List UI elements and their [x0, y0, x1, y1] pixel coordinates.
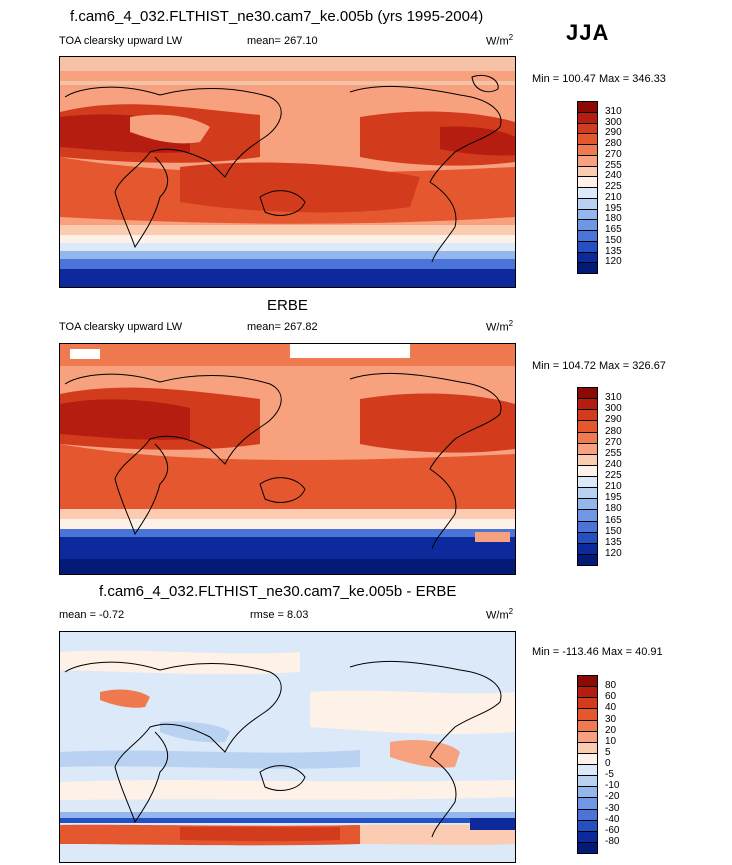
figure-title: f.cam6_4_032.FLTHIST_ne30.cam7_ke.005b (…	[70, 8, 484, 25]
colorbar-tick-label: 180	[605, 213, 622, 225]
colorbar-tick-label: -40	[605, 813, 620, 825]
colorbar-swatch	[577, 262, 598, 274]
colorbar-swatch	[577, 553, 598, 566]
colorbar-tick-label: 40	[605, 702, 617, 714]
colorbar-tick-label: 255	[605, 159, 622, 171]
panel2-mean: mean= 267.82	[247, 321, 318, 333]
panel3-colorbar: 80 60 40 30 20 10 5 0 -5 -10 -20 -30 -40 -60 -80	[577, 675, 619, 854]
colorbar-tick-label: 10	[605, 735, 617, 747]
colorbar-swatch	[577, 841, 598, 854]
colorbar-tick-label: 195	[605, 492, 622, 504]
panel3-mean: mean = -0.72	[59, 609, 125, 621]
colorbar-tick-label: 165	[605, 224, 622, 235]
colorbar-tick-label: 300	[605, 116, 622, 128]
colorbar-tick-label: 165	[605, 514, 622, 526]
colorbar-tick-label: 290	[605, 127, 622, 139]
colorbar-tick-label: 210	[605, 191, 622, 203]
colorbar-tick-label: -10	[605, 780, 620, 792]
panel3-map	[59, 631, 516, 863]
colorbar-tick-label: 280	[605, 138, 622, 149]
panel1-variable: TOA clearsky upward LW	[59, 35, 183, 47]
panel2-colorbar: 310 300 290 280 270 255 240 225 210 195 180 165 150 1…	[577, 387, 622, 566]
colorbar-tick-label: 225	[605, 181, 622, 192]
colorbar-tick-label: 120	[605, 547, 622, 559]
panel1-mean: mean= 267.10	[247, 35, 318, 47]
colorbar-tick-label: -80	[605, 835, 620, 847]
panel2-field	[60, 344, 515, 574]
colorbar-tick-label: 280	[605, 425, 622, 437]
colorbar-tick-label: 270	[605, 436, 622, 448]
colorbar-tick-label: -20	[605, 791, 620, 803]
colorbar-tick-label: 60	[605, 691, 617, 703]
colorbar-tick-label: 210	[605, 481, 622, 493]
colorbar-tick-label: 5	[605, 746, 611, 758]
panel1-units: W/m2	[486, 33, 514, 48]
panel2-units: W/m2	[486, 319, 514, 334]
colorbar-tick-label: 135	[605, 536, 622, 548]
panel2-minmax: Min = 104.72 Max = 326.67	[532, 360, 666, 372]
colorbar-tick-label: -5	[605, 769, 614, 781]
panel2-title: ERBE	[267, 297, 308, 314]
colorbar-tick-label: 270	[605, 148, 622, 160]
panel2-map	[59, 343, 516, 575]
panel3-field	[60, 632, 515, 862]
colorbar-tick-label: 0	[605, 758, 611, 769]
colorbar-tick-label: 20	[605, 724, 617, 736]
panel1-field	[60, 57, 515, 287]
panel1-colorbar: 310 300 290 280 270 255 240 225 210 195 180 165 150 1…	[577, 101, 622, 274]
colorbar-tick-label: -60	[605, 824, 620, 836]
colorbar-tick-label: 240	[605, 458, 622, 470]
colorbar-tick-label: 150	[605, 525, 622, 537]
panel1-minmax: Min = 100.47 Max = 346.33	[532, 73, 666, 85]
colorbar-tick-label: 150	[605, 234, 622, 246]
colorbar-tick-label: 310	[605, 105, 622, 117]
panel3-rmse: rmse = 8.03	[250, 609, 309, 621]
colorbar-tick-label: -30	[605, 802, 620, 814]
colorbar-tick-label: 180	[605, 503, 622, 515]
panel3-title: f.cam6_4_032.FLTHIST_ne30.cam7_ke.005b -…	[99, 583, 457, 600]
colorbar-tick-label: 300	[605, 403, 622, 415]
colorbar-tick-label: 240	[605, 170, 622, 182]
colorbar-tick-label: 30	[605, 713, 617, 725]
panel2-variable: TOA clearsky upward LW	[59, 321, 183, 333]
panel3-minmax: Min = -113.46 Max = 40.91	[532, 646, 663, 658]
colorbar-tick-label: 135	[605, 245, 622, 257]
colorbar-tick-label: 290	[605, 414, 622, 426]
panel3-units: W/m2	[486, 607, 514, 622]
colorbar-tick-label: 120	[605, 256, 622, 268]
colorbar-tick-label: 80	[605, 680, 617, 692]
colorbar-tick-label: 225	[605, 470, 622, 481]
colorbar-tick-label: 255	[605, 447, 622, 459]
season-label: JJA	[566, 20, 610, 45]
colorbar-tick-label: 195	[605, 202, 622, 214]
colorbar-tick-label: 310	[605, 392, 622, 404]
panel1-map	[59, 56, 516, 288]
